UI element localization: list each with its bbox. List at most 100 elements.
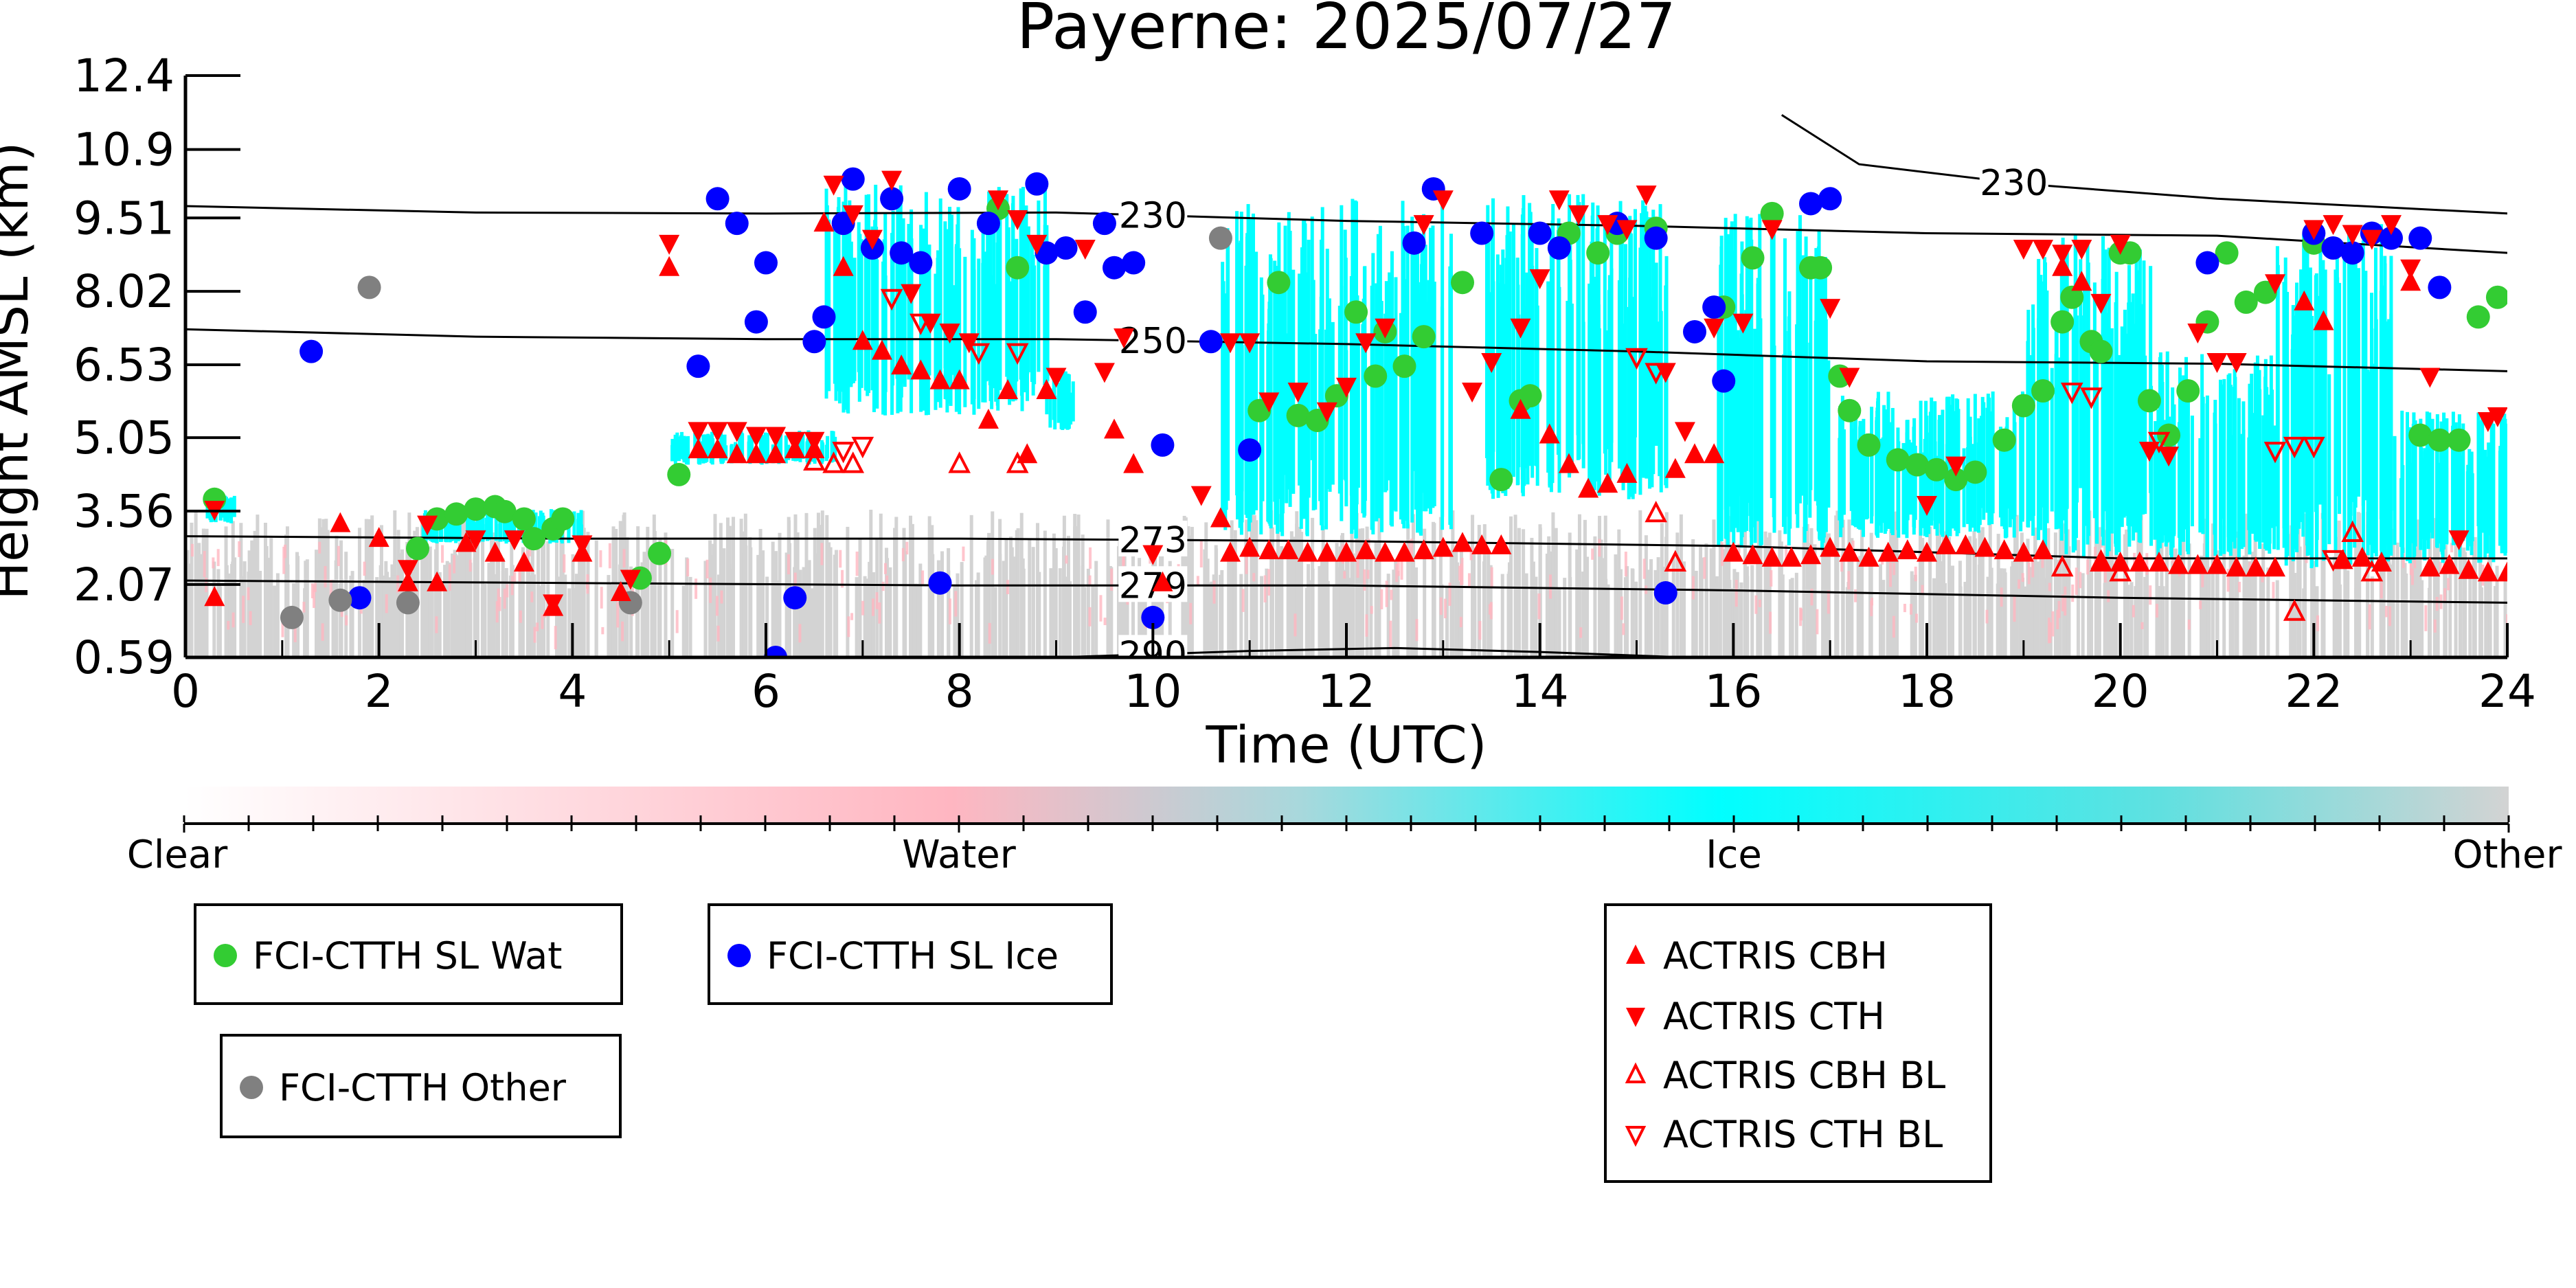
ice-class-shading bbox=[1808, 342, 1812, 518]
legend-label-fci-ice: FCI-CTTH SL Ice bbox=[767, 934, 1059, 978]
ice-class-shading bbox=[1390, 251, 1394, 527]
other-class-shading bbox=[227, 573, 231, 657]
marker-fci-ctth-sl-wat bbox=[512, 507, 536, 531]
ice-class-shading bbox=[2454, 452, 2459, 541]
marker-fci-ctth-sl-ice bbox=[947, 177, 971, 201]
other-class-shading bbox=[488, 576, 492, 657]
other-class-shading bbox=[1841, 554, 1845, 657]
ice-class-shading bbox=[2266, 402, 2270, 532]
ice-class-shading bbox=[1488, 321, 1492, 490]
marker-actris-cth bbox=[397, 560, 418, 580]
water-class-shading bbox=[1735, 580, 1738, 607]
marker-fci-ctth-sl-ice bbox=[1151, 433, 1175, 457]
water-class-shading bbox=[2079, 572, 2082, 589]
water-class-shading bbox=[861, 600, 865, 615]
water-class-shading bbox=[1365, 614, 1368, 637]
ice-class-shading bbox=[1420, 253, 1424, 493]
other-class-shading bbox=[362, 580, 366, 657]
other-class-shading bbox=[2248, 561, 2252, 657]
water-class-shading bbox=[563, 554, 566, 573]
other-class-shading bbox=[657, 582, 661, 657]
ice-class-shading bbox=[2059, 358, 2064, 509]
ice-class-shading bbox=[1535, 248, 1539, 466]
other-class-shading bbox=[1396, 570, 1400, 657]
other-class-shading bbox=[2418, 552, 2422, 657]
ice-class-shading bbox=[1071, 381, 1075, 422]
other-class-shading bbox=[983, 557, 987, 657]
legend-label-actris-cbh: ACTRIS CBH bbox=[1663, 934, 1888, 978]
water-class-shading bbox=[530, 591, 534, 602]
water-class-shading bbox=[1489, 602, 1493, 620]
marker-fci-ctth-sl-ice bbox=[1653, 581, 1677, 605]
water-class-shading bbox=[1439, 597, 1443, 615]
other-class-shading bbox=[816, 553, 820, 657]
marker-actris-cth-bl bbox=[967, 343, 991, 365]
other-class-shading bbox=[2310, 533, 2314, 657]
water-class-shading bbox=[2380, 582, 2383, 599]
water-class-shading bbox=[1800, 608, 1803, 621]
marker-fci-ctth-sl-ice bbox=[348, 586, 372, 610]
water-class-shading bbox=[324, 566, 327, 588]
ice-class-shading bbox=[1659, 310, 1663, 493]
contour-label-bg bbox=[1979, 163, 2048, 200]
other-class-shading bbox=[2023, 586, 2027, 657]
water-class-shading bbox=[1088, 607, 1092, 626]
other-class-shading bbox=[1709, 548, 1713, 657]
marker-actris-cth bbox=[1142, 545, 1164, 565]
other-class-shading bbox=[2129, 582, 2134, 657]
other-class-shading bbox=[1131, 554, 1136, 657]
other-class-shading bbox=[810, 588, 814, 657]
other-class-shading bbox=[1715, 583, 1719, 657]
ice-class-shading bbox=[825, 205, 829, 380]
ice-class-shading bbox=[1275, 295, 1279, 503]
other-class-shading bbox=[940, 551, 945, 657]
marker-actris-cbh-bl bbox=[841, 451, 865, 473]
ice-class-shading bbox=[994, 284, 998, 402]
ice-class-shading bbox=[2461, 423, 2465, 541]
ice-class-shading bbox=[2380, 304, 2384, 565]
water-class-shading bbox=[1691, 576, 1695, 600]
water-class-shading bbox=[921, 570, 925, 585]
other-class-shading bbox=[1440, 584, 1444, 657]
other-class-shading bbox=[1073, 526, 1077, 657]
other-class-shading bbox=[1882, 580, 1886, 657]
green-circle-icon bbox=[214, 944, 237, 967]
ice-class-shading bbox=[2361, 287, 2365, 555]
legend-actris: ACTRIS CBH ACTRIS CTH ACTRIS CBH BL ACTR… bbox=[1604, 903, 1992, 1183]
other-class-shading bbox=[196, 548, 201, 657]
marker-actris-cth bbox=[572, 535, 593, 556]
ice-class-shading bbox=[1783, 238, 1787, 478]
other-class-shading bbox=[2266, 567, 2270, 657]
ice-class-shading bbox=[2061, 352, 2066, 521]
other-class-shading bbox=[1546, 585, 1550, 657]
legend-entry-fci-ice: FCI-CTTH SL Ice bbox=[710, 934, 1110, 978]
other-class-shading bbox=[1599, 539, 1603, 657]
other-class-shading bbox=[858, 539, 862, 657]
marker-actris-cth bbox=[1336, 377, 1357, 398]
other-class-shading bbox=[868, 561, 872, 657]
marker-actris-cth bbox=[920, 313, 941, 334]
other-class-shading bbox=[2275, 580, 2279, 657]
other-class-shading bbox=[205, 528, 209, 657]
red-open-triangle-up-icon bbox=[1625, 1062, 1647, 1083]
water-class-shading bbox=[1871, 598, 1874, 606]
other-class-shading bbox=[521, 572, 525, 657]
marker-actris-cth bbox=[1190, 486, 1212, 506]
water-class-shading bbox=[238, 541, 241, 557]
marker-fci-ctth-sl-ice bbox=[1683, 319, 1706, 343]
other-class-shading bbox=[1083, 587, 1087, 657]
water-class-shading bbox=[1199, 541, 1203, 568]
ice-class-shading bbox=[1221, 281, 1225, 515]
marker-actris-cth bbox=[543, 594, 564, 615]
other-class-shading bbox=[1794, 572, 1798, 657]
marker-actris-cbh bbox=[1239, 536, 1261, 557]
marker-actris-cbh bbox=[368, 527, 389, 547]
other-class-shading bbox=[1919, 567, 1923, 657]
other-class-shading bbox=[1037, 572, 1041, 657]
marker-actris-cbh-bl bbox=[803, 449, 826, 471]
x-tick-label: 20 bbox=[2092, 665, 2149, 718]
other-class-shading bbox=[775, 580, 779, 657]
marker-actris-cth bbox=[1704, 318, 1725, 339]
marker-actris-cbh bbox=[1993, 539, 2015, 560]
water-class-shading bbox=[541, 614, 544, 629]
